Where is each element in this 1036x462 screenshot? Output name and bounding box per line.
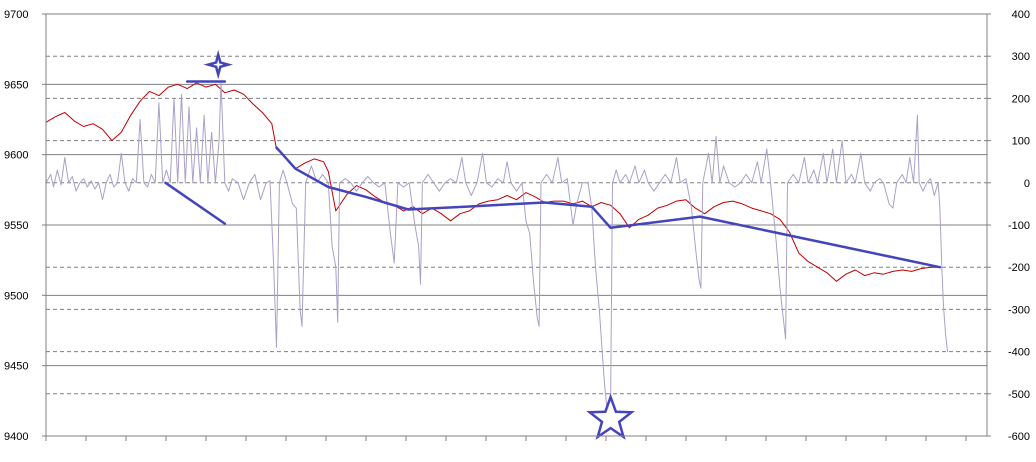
left-axis-ticks: 9700 9650 9600 9550 9500 9450 9400 (4, 9, 46, 443)
right-tick-label-7: -300 (1008, 304, 1030, 316)
right-axis-ticks: 400 300 200 100 0 -100 -200 -300 -400 -500 -600 (987, 9, 1030, 443)
left-tick-label-4: 9500 (4, 290, 28, 302)
right-tick-label-0: 400 (1012, 9, 1030, 21)
right-tick-label-8: -400 (1008, 347, 1030, 359)
left-tick-label-0: 9700 (4, 9, 28, 21)
right-tick-label-9: -500 (1008, 389, 1030, 401)
left-tick-label-3: 9550 (4, 220, 28, 232)
right-tick-label-4: 0 (1024, 178, 1030, 190)
right-tick-label-3: 100 (1012, 136, 1030, 148)
right-tick-label-1: 300 (1012, 51, 1030, 63)
right-tick-label-5: -100 (1008, 220, 1030, 232)
left-tick-label-1: 9650 (4, 79, 28, 91)
right-tick-label-10: -600 (1008, 431, 1030, 443)
left-tick-label-6: 9400 (4, 431, 28, 443)
left-tick-label-2: 9600 (4, 150, 28, 162)
left-tick-label-5: 9450 (4, 361, 28, 373)
x-axis-tick-marks (46, 436, 966, 441)
right-tick-label-6: -200 (1008, 262, 1030, 274)
right-tick-label-2: 200 (1012, 93, 1030, 105)
